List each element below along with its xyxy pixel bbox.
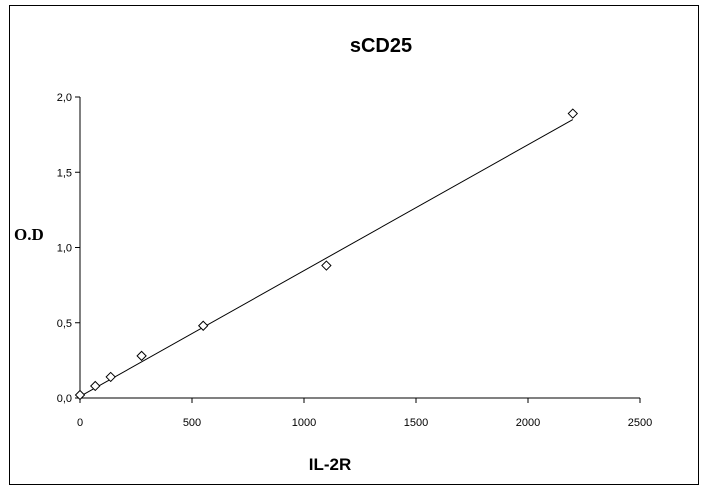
x-axis-label: IL-2R [309,455,352,474]
data-points [74,108,579,401]
chart-title: sCD25 [350,35,412,57]
y-tick-label: 1,5 [57,167,72,179]
axes: 0 500 1000 1500 2000 2500 0,0 0,5 1,0 1,5 2,0 [57,92,653,429]
x-tick-label: 1500 [404,417,428,429]
trendline-group [79,119,574,397]
y-tick-label: 0,0 [57,393,72,405]
x-tick-label: 500 [183,417,201,429]
trendline [79,119,574,397]
x-tick-label: 2500 [628,417,652,429]
data-point-marker [136,350,147,362]
x-tick-label: 1000 [292,417,316,429]
data-point-marker [197,320,209,331]
y-tick-label: 1,0 [57,243,72,255]
data-point-marker [74,389,86,401]
chart-frame [9,5,699,485]
x-tick-label: 0 [77,417,83,429]
y-tick-label: 0,5 [57,318,72,330]
data-point-marker [90,380,101,392]
data-point-marker [105,371,116,383]
y-axis-label: O.D [14,225,44,244]
data-point-marker [567,108,579,119]
y-tick-label: 2,0 [57,92,72,104]
x-tick-label: 2000 [516,417,540,429]
data-point-marker [321,260,332,271]
